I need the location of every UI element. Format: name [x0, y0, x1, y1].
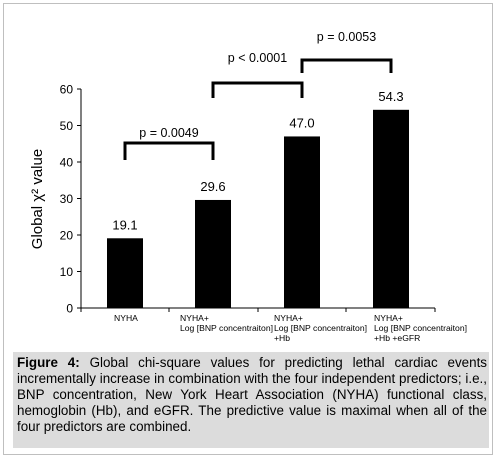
x-category-label: NYHA	[114, 313, 138, 323]
significance-bracket	[123, 141, 215, 160]
significance-brackets: p = 0.0049 p < 0.0001 p = 0.0053	[123, 30, 393, 160]
bar-value-label: 19.1	[112, 217, 137, 232]
x-category-label-line: NYHA+	[180, 313, 209, 323]
y-tick-label: 20	[60, 229, 74, 243]
x-category-label: NYHA+ Log [BNP concentraiton] +Hb	[274, 313, 367, 343]
value-labels: 19.1 29.6 47.0 54.3	[112, 89, 403, 232]
x-axis-labels: NYHA NYHA+ Log [BNP concentraiton]NYHA+ Log…	[114, 313, 467, 343]
y-tick-label: 40	[60, 156, 74, 170]
bar	[284, 136, 320, 308]
significance-bracket	[300, 58, 393, 73]
bar	[107, 238, 143, 308]
y-axis-ticks: 0 10 20 30 40 50 60	[60, 83, 436, 316]
x-category-label-line: Log [BNP concentraiton]	[274, 323, 367, 333]
bar-value-label: 54.3	[378, 89, 403, 104]
x-category-label-line: NYHA+	[274, 313, 303, 323]
caption-text: Global chi-square values for predicting …	[17, 355, 487, 434]
x-category-label: NYHA+ Log [BNP concentraiton] +Hb +eGFR	[374, 313, 467, 343]
x-category-label-line: NYHA	[114, 313, 138, 323]
x-category-label-line: NYHA+	[374, 313, 403, 323]
caption-label: Figure 4:	[17, 355, 80, 370]
x-category-label-line: +Hb +eGFR	[374, 333, 420, 343]
y-tick-label: 50	[60, 119, 74, 133]
x-category-label-line: Log [BNP concentraiton]	[374, 323, 467, 333]
caption-background	[13, 352, 489, 448]
x-category-label-line: Log [BNP concentraiton]	[180, 323, 273, 333]
significance-bracket	[211, 81, 304, 98]
bar-value-label: 29.6	[200, 179, 225, 194]
y-tick-label: 10	[60, 265, 74, 279]
figure-caption: Figure 4: Global chi-square values for p…	[17, 355, 487, 435]
y-axis-title: Global χ² value	[29, 149, 46, 249]
bar-series	[107, 109, 409, 309]
bar	[195, 199, 231, 308]
bar-chart: 0 10 20 30 40 50 60 19.1 29.6 47.0 54.3 NYHA NYHA+…	[29, 30, 467, 343]
p-value-label: p < 0.0001	[228, 51, 287, 65]
p-value-label: p = 0.0049	[139, 126, 198, 140]
bar	[373, 109, 409, 309]
x-category-label: NYHA+ Log [BNP concentraiton]	[180, 313, 273, 333]
y-tick-label: 30	[60, 192, 74, 206]
y-tick-label: 60	[60, 83, 74, 97]
bar-value-label: 47.0	[289, 115, 314, 130]
x-category-label-line: +Hb	[274, 333, 290, 343]
y-tick-label: 0	[66, 302, 73, 316]
p-value-label: p = 0.0053	[317, 30, 376, 44]
